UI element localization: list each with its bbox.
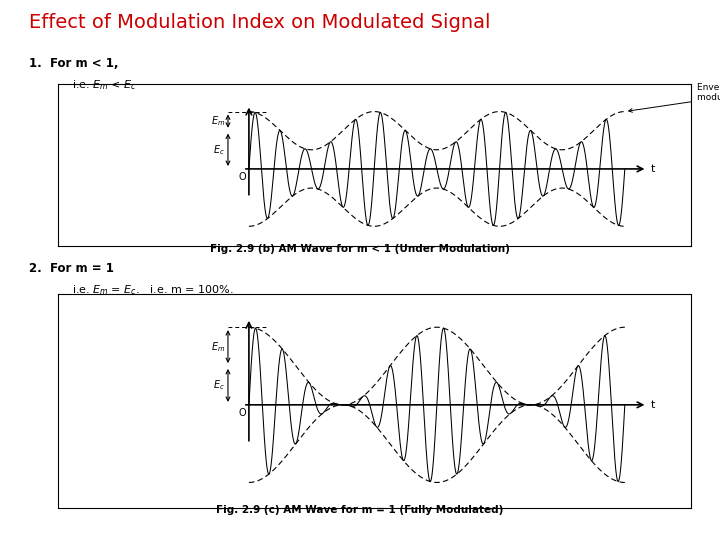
Text: $E_m$: $E_m$ — [211, 340, 225, 354]
Text: i.e. $E_m$ < $E_c$: i.e. $E_m$ < $E_c$ — [72, 78, 137, 92]
Text: O: O — [238, 408, 246, 418]
Text: t: t — [651, 164, 655, 174]
Text: Effect of Modulation Index on Modulated Signal: Effect of Modulation Index on Modulated … — [29, 14, 490, 32]
Text: O: O — [238, 172, 246, 182]
Text: $E_m$: $E_m$ — [211, 114, 225, 128]
Text: $E_c$: $E_c$ — [213, 143, 225, 157]
Text: i.e. $E_m$ = $E_c$.   i.e. m = 100%.: i.e. $E_m$ = $E_c$. i.e. m = 100%. — [72, 284, 233, 298]
Text: 1.  For m < 1,: 1. For m < 1, — [29, 57, 118, 70]
Text: 2.  For m = 1: 2. For m = 1 — [29, 262, 114, 275]
Text: Fig. 2.9 (c) AM Wave for m = 1 (Fully Modulated): Fig. 2.9 (c) AM Wave for m = 1 (Fully Mo… — [216, 505, 504, 515]
Text: Fig. 2.9 (b) AM Wave for m < 1 (Under Modulation): Fig. 2.9 (b) AM Wave for m < 1 (Under Mo… — [210, 244, 510, 254]
Text: Envelope exactly same as
modulating signal: Envelope exactly same as modulating sign… — [629, 83, 720, 112]
Text: $E_c$: $E_c$ — [213, 379, 225, 393]
Text: t: t — [651, 400, 655, 410]
